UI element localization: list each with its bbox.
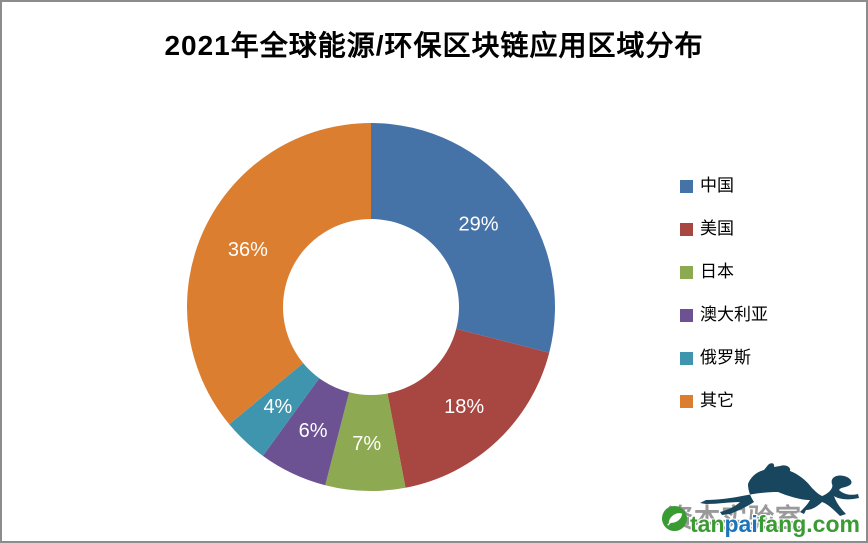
legend: 中国美国日本澳大利亚俄罗斯其它 xyxy=(680,176,768,436)
legend-label: 俄罗斯 xyxy=(700,348,751,367)
leaping-leopard-icon xyxy=(700,463,859,516)
legend-label: 其它 xyxy=(700,391,734,410)
pie-slice-俄罗斯 xyxy=(229,363,320,456)
legend-item-美国: 美国 xyxy=(680,219,768,238)
legend-item-日本: 日本 xyxy=(680,262,768,281)
legend-label: 日本 xyxy=(700,262,734,281)
legend-swatch xyxy=(680,394,693,408)
watermark: 资本实验室 tanpaifang.com xyxy=(655,458,866,541)
legend-item-澳大利亚: 澳大利亚 xyxy=(680,305,768,324)
legend-label: 美国 xyxy=(700,219,734,238)
carbon-badge-icon xyxy=(661,505,688,532)
legend-item-中国: 中国 xyxy=(680,176,768,195)
site-text-part: fang.com xyxy=(757,511,860,537)
pie-slice-其它 xyxy=(187,123,371,425)
site-text-part: pai xyxy=(724,511,758,537)
site-text-part: tan xyxy=(690,511,725,537)
pie-slice-美国 xyxy=(387,328,550,488)
slice-data-label: 29% xyxy=(458,214,498,236)
legend-swatch xyxy=(680,308,693,322)
chart-title: 2021年全球能源/环保区块链应用区域分布 xyxy=(164,30,704,61)
watermark-site-text: tanpaifang.com xyxy=(690,511,860,538)
legend-label: 澳大利亚 xyxy=(700,305,768,324)
slice-data-label: 36% xyxy=(228,239,268,261)
pie-slice-中国 xyxy=(371,123,556,353)
legend-item-其它: 其它 xyxy=(680,391,768,410)
pie-slice-日本 xyxy=(325,392,406,492)
legend-swatch xyxy=(680,265,693,279)
pie-slice-澳大利亚 xyxy=(262,378,350,486)
legend-swatch xyxy=(680,351,693,365)
legend-label: 中国 xyxy=(700,176,734,195)
slice-data-label: 4% xyxy=(263,396,292,418)
slice-data-label: 7% xyxy=(352,433,381,455)
slice-data-label: 6% xyxy=(299,420,328,442)
legend-swatch xyxy=(680,179,693,193)
legend-swatch xyxy=(680,222,693,236)
legend-item-俄罗斯: 俄罗斯 xyxy=(680,348,768,367)
slice-data-label: 18% xyxy=(444,396,484,418)
